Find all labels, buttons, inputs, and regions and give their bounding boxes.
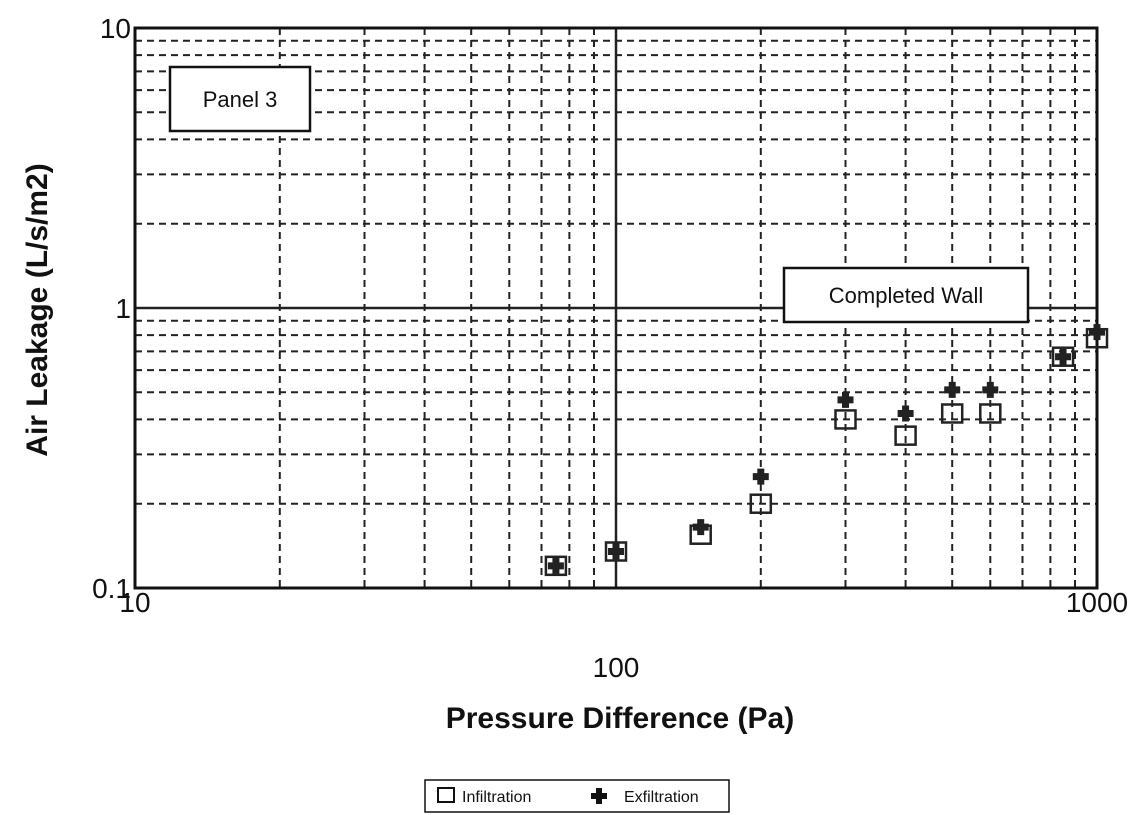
- x-axis-title: Pressure Difference (Pa): [446, 702, 795, 735]
- y-axis-title: Air Leakage (L/s/m2): [21, 163, 54, 456]
- exfiltration-point: [547, 557, 564, 574]
- exfiltration-point: [897, 405, 914, 422]
- data-points: [544, 324, 1109, 577]
- plot-frame: [133, 26, 1099, 590]
- infiltration-point: [544, 555, 568, 577]
- infiltration-point: [749, 493, 773, 514]
- exfiltration-point: [608, 543, 624, 560]
- y-tick-label: 0.1: [92, 573, 131, 604]
- exfiltration-point: [944, 381, 961, 398]
- exfiltration-point: [837, 391, 854, 408]
- exfiltration-point: [1055, 348, 1072, 365]
- legend-infiltration-label: Infiltration: [462, 789, 531, 806]
- infiltration-point: [834, 409, 857, 430]
- infiltration-point: [940, 403, 964, 424]
- annotation-panel-label: Panel 3: [203, 87, 278, 112]
- y-tick-label: 10: [100, 13, 131, 44]
- tick-labels: 10 100 1000 0.1 1 10: [92, 13, 1128, 683]
- legend-infiltration-icon: [437, 787, 455, 803]
- legend-exfiltration-label: Exfiltration: [624, 789, 699, 806]
- exfiltration-point: [982, 381, 999, 398]
- exfiltration-point: [692, 519, 709, 536]
- infiltration-point: [604, 541, 628, 562]
- annotation-completed-wall: Completed Wall: [782, 266, 1030, 324]
- y-tick-label: 1: [115, 293, 131, 324]
- x-tick-label: 1000: [1066, 587, 1128, 618]
- infiltration-point: [1051, 346, 1075, 367]
- x-tick-label: 100: [593, 652, 640, 683]
- infiltration-point: [979, 403, 1002, 424]
- annotation-completed-wall-label: Completed Wall: [829, 283, 983, 308]
- x-tick-label: 10: [119, 587, 150, 618]
- infiltration-point: [894, 425, 917, 446]
- exfiltration-point: [1089, 324, 1105, 341]
- legend: Infiltration Exfiltration: [424, 779, 730, 813]
- axes: [133, 26, 1099, 590]
- legend-exfiltration-icon: [591, 788, 607, 804]
- annotation-panel: Panel 3: [168, 65, 312, 133]
- exfiltration-point: [752, 468, 769, 485]
